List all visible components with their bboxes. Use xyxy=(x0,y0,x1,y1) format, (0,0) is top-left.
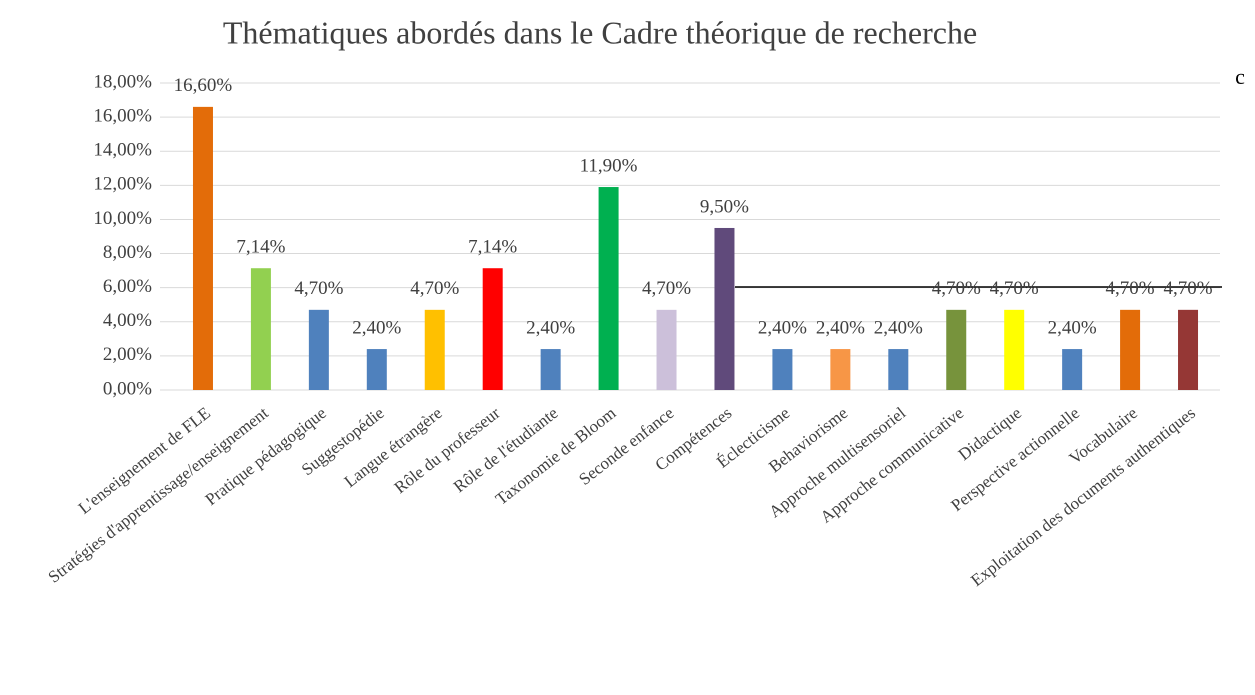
value-label: 9,50% xyxy=(700,196,749,217)
value-label: 7,14% xyxy=(236,237,285,258)
x-tick-label: Langue étrangère xyxy=(341,403,446,491)
y-tick-label: 0,00% xyxy=(103,378,152,399)
bar xyxy=(946,309,967,390)
value-label: 4,70% xyxy=(1106,278,1155,299)
value-label: 2,40% xyxy=(874,317,923,338)
y-tick-label: 6,00% xyxy=(103,276,152,297)
x-tick-label: Stratégies d'apprentissage/enseignement xyxy=(45,403,272,587)
value-label: 4,70% xyxy=(642,278,691,299)
y-tick-label: 12,00% xyxy=(93,174,152,195)
bar xyxy=(308,309,329,390)
bar xyxy=(192,106,213,390)
chart-title: Thématiques abordés dans le Cadre théori… xyxy=(223,14,977,50)
bar xyxy=(598,187,619,390)
bar xyxy=(482,268,503,390)
bar xyxy=(424,309,445,390)
bar xyxy=(1178,309,1199,390)
value-label: 4,70% xyxy=(990,278,1039,299)
y-tick-label: 8,00% xyxy=(103,242,152,263)
bar xyxy=(540,349,561,390)
bar xyxy=(250,268,271,390)
x-tick-label: Rôle du professeur xyxy=(391,403,504,497)
bar xyxy=(772,349,793,390)
bar xyxy=(888,349,909,390)
bar xyxy=(830,349,851,390)
y-tick-label: 10,00% xyxy=(93,208,152,229)
bar xyxy=(1120,309,1141,390)
bar xyxy=(656,309,677,390)
y-tick-label: 16,00% xyxy=(93,105,152,126)
value-label: 7,14% xyxy=(468,237,517,258)
value-label: 2,40% xyxy=(1048,317,1097,338)
y-tick-label: 4,00% xyxy=(103,310,152,331)
bar xyxy=(714,227,735,390)
bar xyxy=(1004,309,1025,390)
value-label: 4,70% xyxy=(410,278,459,299)
value-label: 2,40% xyxy=(526,317,575,338)
y-tick-label: 14,00% xyxy=(93,140,152,161)
bar xyxy=(366,349,387,390)
value-label: 2,40% xyxy=(758,317,807,338)
value-label: 4,70% xyxy=(1163,278,1212,299)
value-label: 4,70% xyxy=(932,278,981,299)
annotation: c xyxy=(1235,64,1245,89)
value-label: 11,90% xyxy=(580,155,638,176)
value-label: 4,70% xyxy=(294,278,343,299)
value-label: 2,40% xyxy=(352,317,401,338)
value-label: 16,60% xyxy=(174,75,233,96)
y-tick-label: 2,00% xyxy=(103,344,152,365)
bar xyxy=(1062,349,1083,390)
y-tick-label: 18,00% xyxy=(93,71,152,92)
value-label: 2,40% xyxy=(816,317,865,338)
